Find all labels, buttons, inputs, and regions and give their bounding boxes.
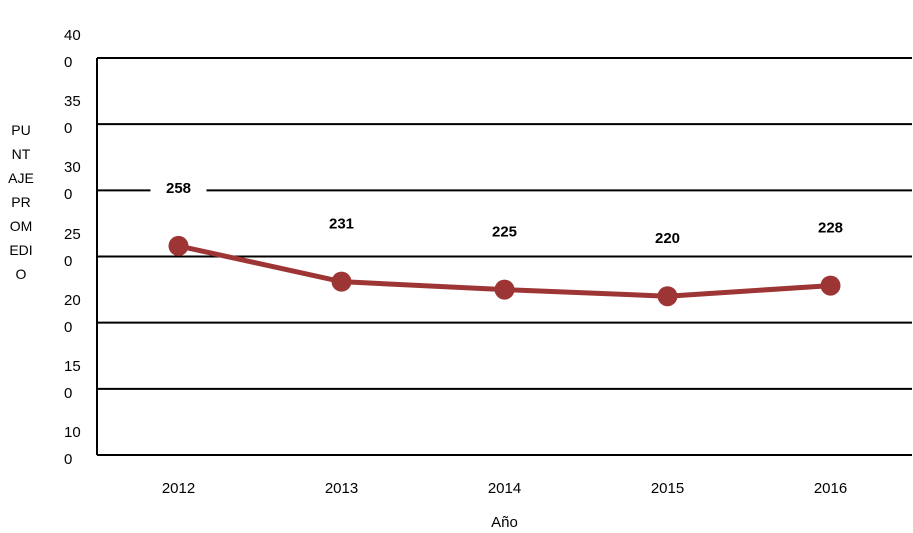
marker — [494, 279, 515, 300]
label-box — [802, 215, 859, 242]
data-label: 228 — [818, 220, 843, 237]
marker — [168, 235, 189, 256]
label-box — [313, 211, 370, 238]
y-tick-label: 350 — [64, 93, 81, 138]
marker — [657, 286, 678, 307]
y-tick-label: 250 — [64, 225, 81, 270]
data-label: 225 — [492, 224, 517, 241]
data-label: 231 — [329, 216, 354, 233]
x-axis-label: Año — [491, 514, 518, 531]
x-tick-label: 2014 — [488, 480, 521, 497]
x-tick-label: 2015 — [651, 480, 684, 497]
label-box — [150, 175, 207, 202]
data-label: 258 — [166, 180, 191, 197]
label-box — [639, 226, 696, 253]
marker — [331, 271, 352, 292]
x-tick-label: 2012 — [162, 480, 195, 497]
x-tick-label: 2016 — [814, 480, 847, 497]
data-label: 220 — [655, 230, 680, 247]
y-tick-label: 400 — [64, 27, 81, 71]
y-tick-label: 200 — [64, 291, 81, 336]
y-tick-label: 150 — [64, 357, 81, 402]
y-tick-label: 300 — [64, 159, 81, 204]
marker — [820, 275, 841, 296]
y-tick-label: 100 — [64, 424, 81, 468]
x-tick-label: 2013 — [325, 480, 358, 497]
y-axis-label: PUNTAJE PROMEDIO — [8, 122, 34, 282]
label-box — [476, 219, 533, 246]
